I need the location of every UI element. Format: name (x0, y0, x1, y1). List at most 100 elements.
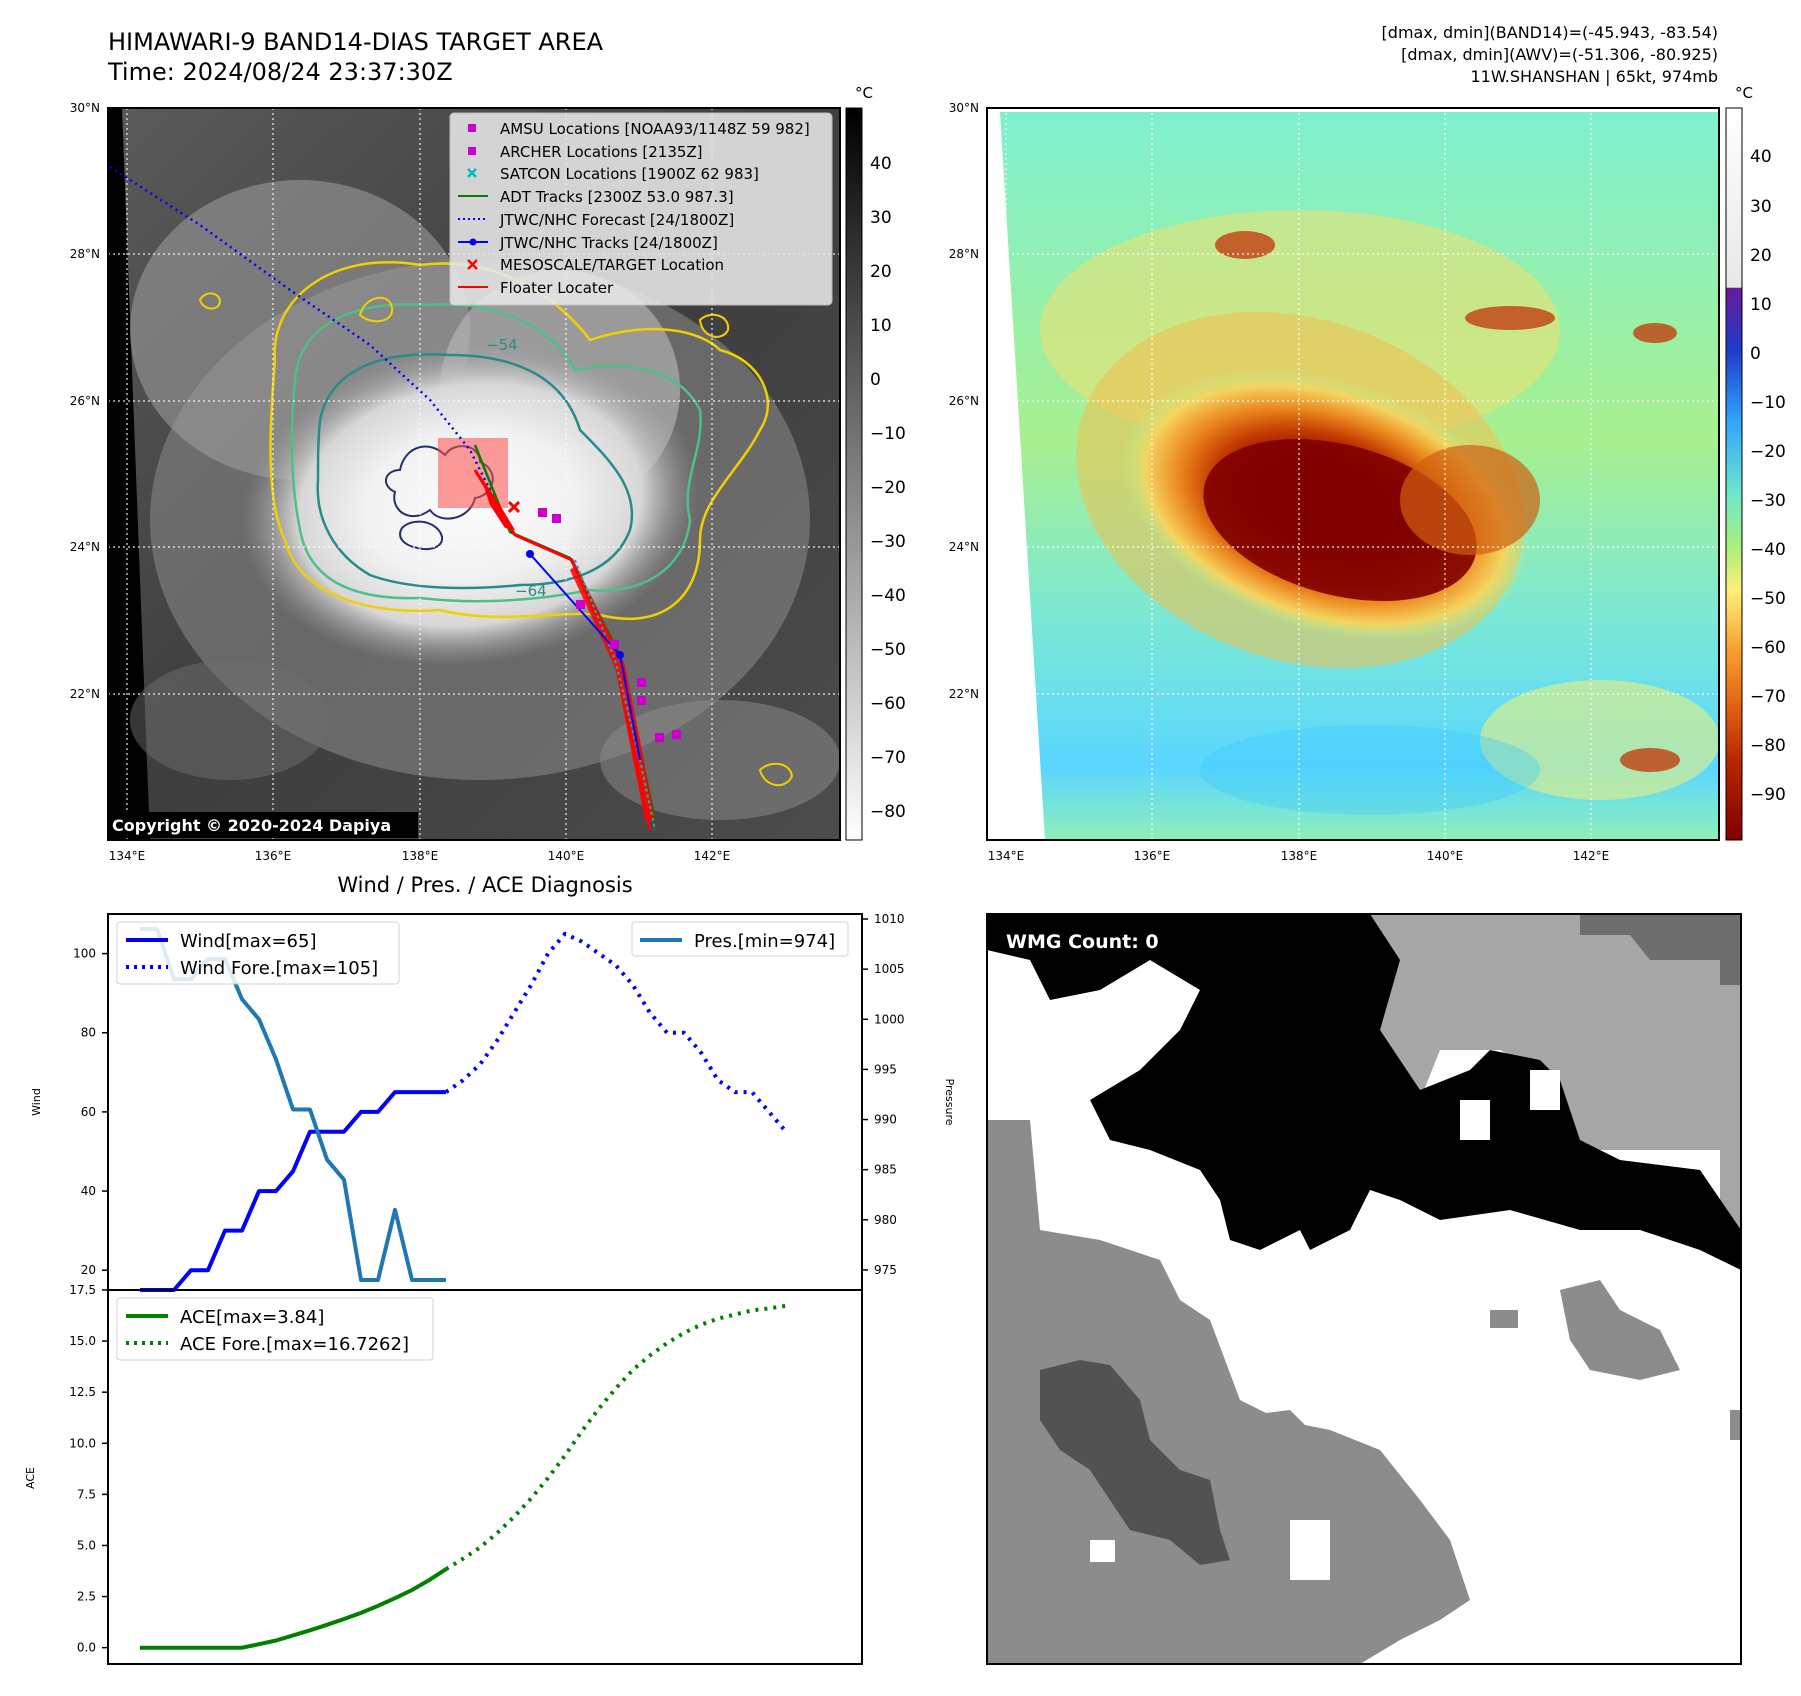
wind-forecast-legend-label: Wind Fore.[max=105] (180, 958, 378, 979)
band14-range: [dmax, dmin](BAND14)=(-45.943, -83.54) (1382, 23, 1718, 42)
awv-cbar-30: 30 (1750, 197, 1772, 217)
wmg-panel: WMG Count: 0 (986, 913, 1742, 1665)
legend-target: MESOSCALE/TARGET Location (500, 256, 724, 274)
copyright-notice: Copyright © 2020-2024 Dapiya (112, 816, 391, 835)
ir-map-panel: −54 −64 (70, 84, 906, 863)
ir-lon-138: 138°E (402, 849, 439, 863)
legend-jtwc-tracks: JTWC/NHC Tracks [24/1800Z] (499, 234, 718, 252)
target-legend-icon (467, 259, 478, 270)
wmg-region-black (987, 914, 1741, 1270)
ace-tick-label: 10.0 (69, 1436, 96, 1450)
legend-amsu: AMSU Locations [NOAA93/1148Z 59 982] (500, 120, 810, 138)
awv-lon-142: 142°E (1573, 849, 1610, 863)
ir-lon-142: 142°E (694, 849, 731, 863)
wind-legend-label: Wind[max=65] (180, 931, 317, 952)
mesoscale-target-marker (507, 500, 521, 514)
wmg-region-charcoal (1040, 1360, 1230, 1565)
ace-tick-label: 7.5 (77, 1487, 96, 1501)
ir-colorbar-unit: °C (855, 84, 873, 102)
ir-lat-labels: 30°N 28°N 26°N 24°N 22°N (70, 101, 100, 701)
ir-cbar-20: 20 (870, 262, 892, 282)
awv-lon-136: 136°E (1134, 849, 1171, 863)
awv-cbar-m40: −40 (1750, 540, 1786, 560)
ir-map-frame (107, 107, 841, 841)
wind-forecast-series-line (444, 931, 788, 1134)
wind-tick-label: 20 (81, 1263, 96, 1277)
pressure-tick-label: 975 (874, 1263, 897, 1277)
awv-cbar-m20: −20 (1750, 442, 1786, 462)
ir-lat-22: 22°N (70, 687, 100, 701)
awv-cbar-20: 20 (1750, 246, 1772, 266)
awv-cbar-m10: −10 (1750, 393, 1786, 413)
ir-lon-134: 134°E (109, 849, 146, 863)
satcon-legend-icon (467, 168, 477, 178)
ir-lat-28: 28°N (70, 247, 100, 261)
awv-cbar-0: 0 (1750, 344, 1761, 364)
ace-forecast-series-line (444, 1303, 787, 1571)
ir-cbar-40: 40 (870, 154, 892, 174)
jtwc-best-track (529, 553, 641, 761)
pressure-tick-label: 995 (874, 1062, 897, 1076)
pressure-axis-label: Pressure (943, 1079, 956, 1126)
ir-lat-26: 26°N (70, 394, 100, 408)
wmg-frame (986, 913, 1742, 1665)
contour-label-64: −64 (515, 582, 547, 600)
jtwc-track-point (526, 550, 534, 558)
wmg-region-medium-gray-right (1560, 1280, 1680, 1380)
ir-cbar-m30: −30 (870, 532, 906, 552)
archer-legend-icon (468, 147, 476, 155)
wind-tick-label: 60 (81, 1105, 96, 1119)
awv-range: [dmax, dmin](AWV)=(-51.306, -80.925) (1401, 45, 1718, 64)
ir-cbar-m10: −10 (870, 424, 906, 444)
wind-legend: Wind[max=65] Wind Fore.[max=105] (116, 921, 400, 985)
ir-lon-136: 136°E (255, 849, 292, 863)
pressure-tick-label: 1005 (874, 962, 905, 976)
awv-map-frame (986, 107, 1720, 841)
ir-cbar-m40: −40 (870, 586, 906, 606)
awv-colorbar: °C 40 30 20 10 0 −10 −20 −30 −40 −50 −60… (1725, 84, 1786, 841)
wind-yaxis-ticks: 20 40 60 80 100 (73, 947, 108, 1277)
diagnosis-title: Wind / Pres. / ACE Diagnosis (337, 873, 632, 897)
awv-imagery (987, 108, 1719, 840)
storm-info: 11W.SHANSHAN | 65kt, 974mb (1470, 67, 1718, 86)
pressure-legend-label: Pres.[min=974] (694, 931, 835, 952)
wind-tick-label: 80 (81, 1026, 96, 1040)
ir-cbar-m50: −50 (870, 640, 906, 660)
ace-tick-label: 12.5 (69, 1385, 96, 1399)
awv-lat-30: 30°N (949, 101, 979, 115)
awv-cell (1465, 306, 1555, 330)
pressure-tick-label: 980 (874, 1213, 897, 1227)
wind-tick-label: 100 (73, 947, 96, 961)
wmg-region-dark-gray (1580, 914, 1741, 985)
pressure-tick-label: 985 (874, 1163, 897, 1177)
figure-title: HIMAWARI-9 BAND14-DIAS TARGET AREA (108, 28, 604, 56)
amsu-locations (538, 508, 681, 742)
awv-lat-labels: 30°N 28°N 26°N 24°N 22°N (949, 101, 979, 701)
ace-tick-label: 5.0 (77, 1538, 96, 1552)
ace-axis-label: ACE (24, 1467, 37, 1489)
ace-legend: ACE[max=3.84] ACE Fore.[max=16.7262] (116, 1297, 434, 1361)
target-area-box (438, 438, 508, 508)
ace-series (140, 1303, 787, 1650)
ir-colorbar: °C 40 30 20 10 0 −10 −20 −30 −40 −50 −60… (845, 84, 906, 841)
pressure-tick-label: 1010 (874, 912, 905, 926)
ace-forecast-legend-label: ACE Fore.[max=16.7262] (180, 1334, 409, 1355)
legend-adt: ADT Tracks [2300Z 53.0 987.3] (500, 188, 734, 206)
ace-series-line (140, 1567, 448, 1650)
ir-cbar-m70: −70 (870, 748, 906, 768)
ace-chart: 0.0 2.5 5.0 7.5 10.0 12.5 15.0 17.5 ACE ACE[max… (24, 1283, 863, 1665)
copyright-box (108, 812, 418, 838)
pressure-yaxis-ticks: 975 980 985 990 995 1000 1005 1010 (862, 912, 905, 1277)
ir-cbar-m60: −60 (870, 694, 906, 714)
jtwc-track-point (616, 651, 624, 659)
wmg-region-light-gray (1330, 914, 1741, 1230)
ir-contour-teal (316, 353, 634, 590)
ir-lon-labels: 134°E 136°E 138°E 140°E 142°E (109, 849, 731, 863)
awv-lat-22: 22°N (949, 687, 979, 701)
legend-jtwc-forecast: JTWC/NHC Forecast [24/1800Z] (499, 211, 734, 229)
awv-lon-labels: 134°E 136°E 138°E 140°E 142°E (988, 849, 1610, 863)
wind-series-line (140, 1090, 446, 1292)
ir-legend: AMSU Locations [NOAA93/1148Z 59 982] ARC… (449, 112, 833, 306)
